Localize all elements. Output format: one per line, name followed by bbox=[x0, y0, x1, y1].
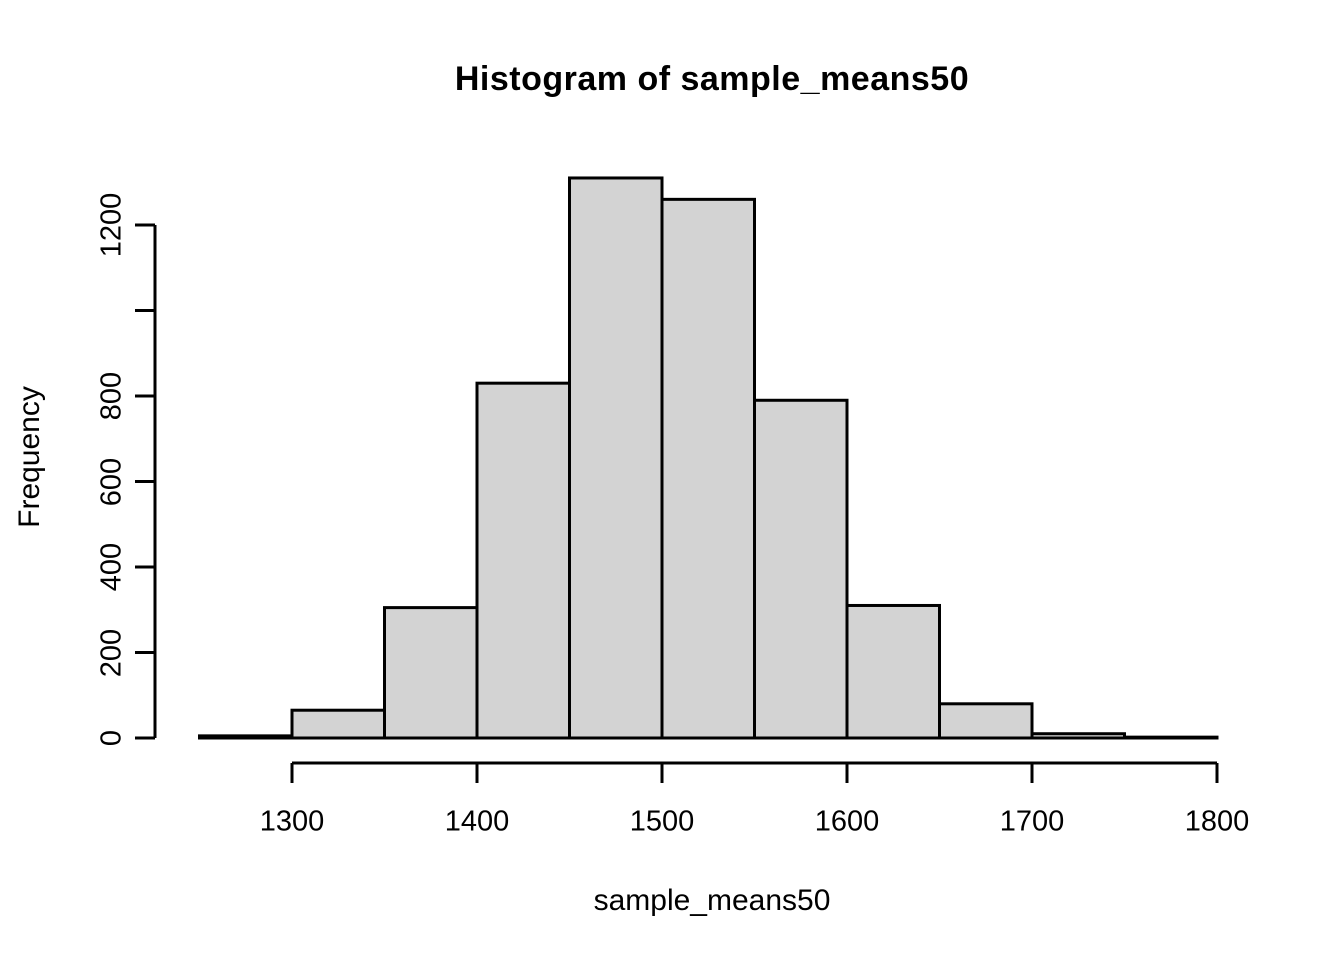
y-tick-label: 400 bbox=[95, 542, 128, 592]
chart-title: Histogram of sample_means50 bbox=[454, 60, 970, 98]
x-tick-label: 1800 bbox=[1184, 805, 1250, 838]
x-tick-label: 1700 bbox=[999, 805, 1065, 838]
histogram-bar bbox=[198, 734, 294, 740]
x-tick-label: 1300 bbox=[259, 805, 325, 838]
y-tick-label: 800 bbox=[95, 371, 128, 421]
y-tick-label: 0 bbox=[95, 729, 128, 747]
histogram-bar bbox=[290, 708, 386, 740]
x-tick-label: 1600 bbox=[814, 805, 880, 838]
histogram-bar bbox=[1030, 732, 1126, 740]
y-tick-label: 600 bbox=[95, 457, 128, 506]
histogram-bar bbox=[660, 197, 756, 740]
histogram-bar bbox=[475, 381, 571, 740]
x-tick-label: 1400 bbox=[444, 805, 510, 838]
y-tick-label: 200 bbox=[95, 628, 128, 677]
x-axis-title: sample_means50 bbox=[593, 884, 831, 917]
histogram-bar bbox=[383, 606, 479, 740]
histogram-bar bbox=[938, 702, 1034, 740]
y-tick-label: 1200 bbox=[95, 192, 128, 258]
x-tick-label: 1500 bbox=[629, 805, 695, 838]
histogram-bar bbox=[1123, 735, 1219, 740]
histogram-bar bbox=[845, 603, 941, 740]
histogram-bar bbox=[568, 176, 664, 740]
histogram-bar bbox=[753, 398, 849, 740]
